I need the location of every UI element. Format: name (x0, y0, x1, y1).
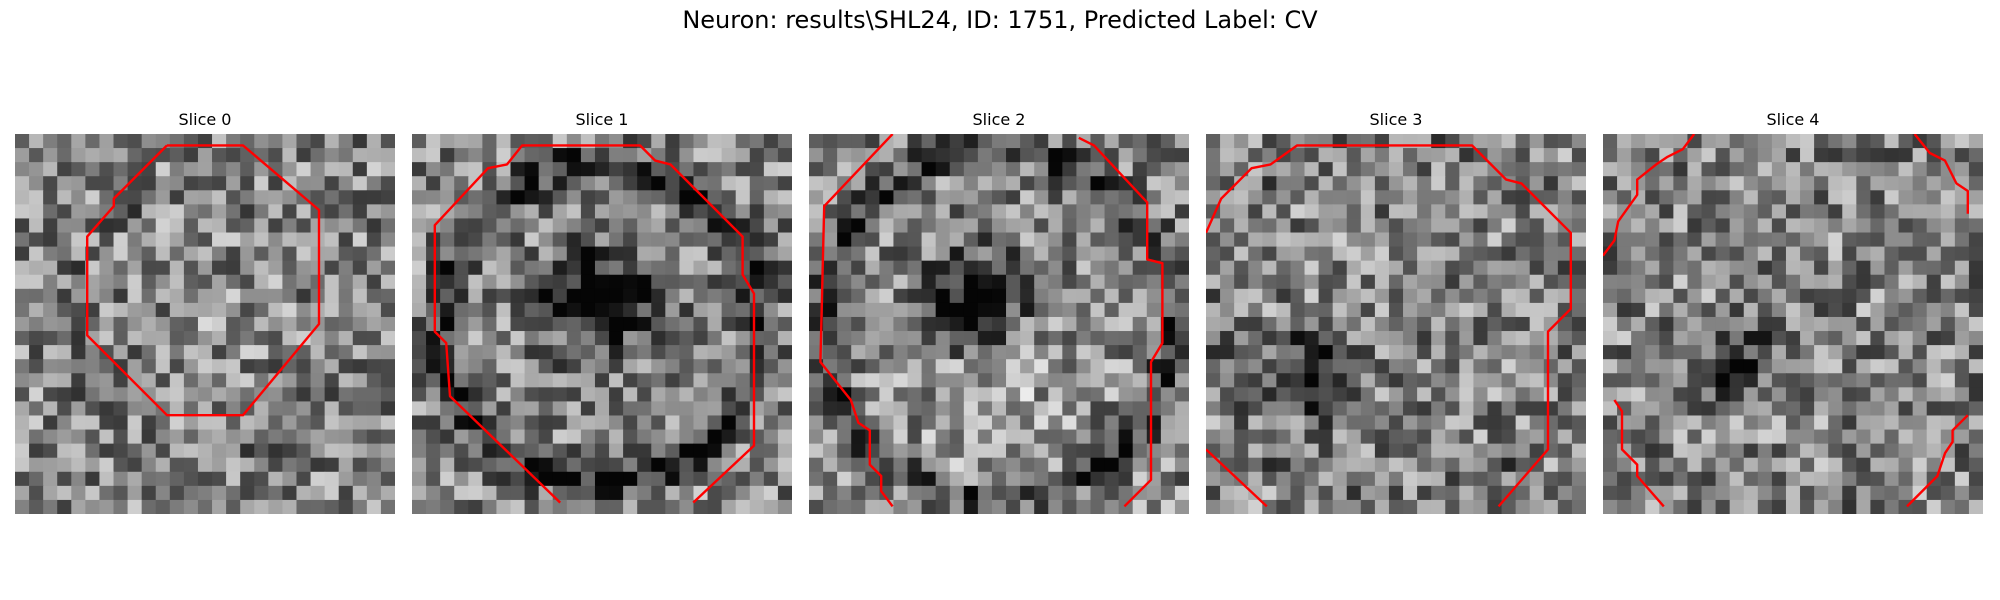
slice-panel-1: Slice 1 (412, 109, 792, 514)
slice-title: Slice 2 (972, 110, 1026, 129)
contour-line (1603, 134, 1696, 257)
pixel-grid (809, 134, 1189, 514)
slice-title: Slice 1 (575, 110, 629, 129)
contour-line (1613, 399, 1665, 508)
slice-panel-2: Slice 2 (809, 109, 1189, 514)
slice-panel-0: Slice 0 (15, 109, 395, 514)
slice-image (1603, 134, 1983, 514)
slice-image (15, 134, 395, 514)
contour-line (1078, 136, 1164, 508)
contour-line (85, 144, 321, 417)
slice-title: Slice 4 (1766, 110, 1820, 129)
slice-image (809, 134, 1189, 514)
pixel-grid (412, 134, 792, 514)
pixel-grid (1603, 134, 1983, 514)
contour-line (1206, 144, 1572, 508)
slice-image (412, 134, 792, 514)
slice-image (1206, 134, 1586, 514)
slice-panel-3: Slice 3 (1206, 109, 1586, 514)
slice-panel-4: Slice 4 (1603, 109, 1983, 514)
contour-line (1206, 448, 1268, 508)
pixel-grid (15, 134, 395, 514)
pixel-grid (1206, 134, 1586, 514)
contour-line (1913, 134, 1969, 214)
slice-title: Slice 3 (1369, 110, 1423, 129)
contour-line (819, 134, 894, 508)
contour-line (433, 144, 756, 504)
contour-line (1906, 414, 1969, 508)
slice-title: Slice 0 (178, 110, 232, 129)
figure-title: Neuron: results\SHL24, ID: 1751, Predict… (682, 6, 1318, 34)
